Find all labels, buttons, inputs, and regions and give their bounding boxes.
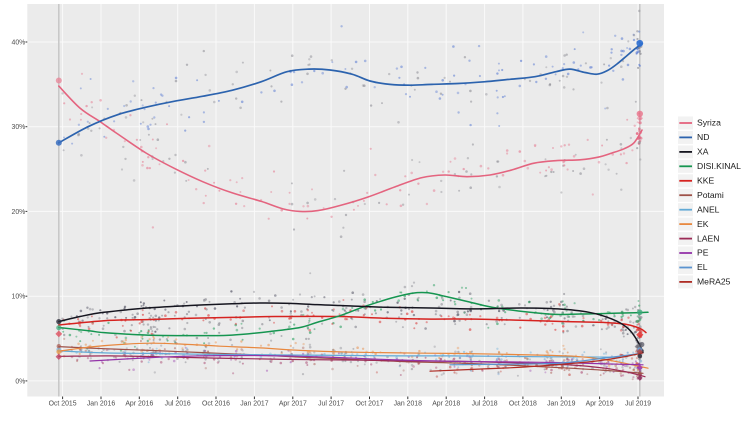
svg-text:MeRA25: MeRA25 [697,277,731,287]
svg-text:20%: 20% [12,209,26,216]
svg-text:Jan 2016: Jan 2016 [87,401,116,408]
svg-text:EL: EL [697,262,708,272]
svg-text:KKE: KKE [697,176,714,186]
svg-text:DISI.KINAL: DISI.KINAL [697,161,741,171]
svg-text:Oct 2018: Oct 2018 [509,401,537,408]
svg-text:0%: 0% [15,378,25,385]
svg-text:XA: XA [697,147,709,157]
svg-text:Oct 2016: Oct 2016 [202,401,230,408]
svg-text:Apr 2018: Apr 2018 [432,401,460,408]
svg-text:Oct 2017: Oct 2017 [356,401,384,408]
svg-text:10%: 10% [12,294,26,301]
svg-text:Jul 2017: Jul 2017 [318,401,344,408]
svg-text:Jul 2018: Jul 2018 [472,401,498,408]
svg-text:Jul 2019: Jul 2019 [625,401,651,408]
svg-text:EK: EK [697,219,709,229]
svg-text:30%: 30% [12,124,26,131]
svg-text:ANEL: ANEL [697,204,720,214]
svg-text:Jul 2016: Jul 2016 [165,401,191,408]
svg-text:Oct 2015: Oct 2015 [49,401,77,408]
svg-text:Apr 2016: Apr 2016 [125,401,153,408]
svg-text:40%: 40% [12,40,26,47]
svg-text:PE: PE [697,248,709,258]
svg-text:Syriza: Syriza [697,118,721,128]
svg-text:Potami: Potami [697,190,724,200]
svg-text:LAEN: LAEN [697,233,719,243]
svg-text:Jan 2017: Jan 2017 [240,401,269,408]
svg-text:Jan 2019: Jan 2019 [547,401,576,408]
svg-text:ND: ND [697,132,709,142]
svg-text:Apr 2019: Apr 2019 [586,401,614,408]
svg-text:Apr 2017: Apr 2017 [279,401,307,408]
svg-text:Jan 2018: Jan 2018 [394,401,423,408]
